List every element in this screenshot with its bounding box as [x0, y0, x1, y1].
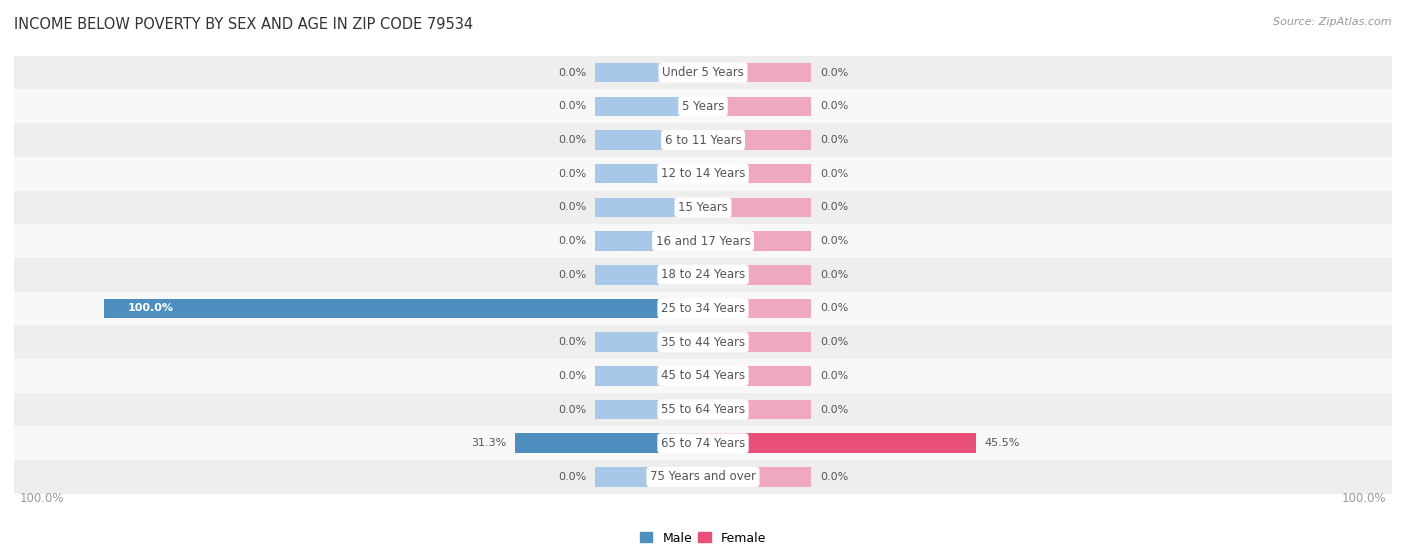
Bar	[14, 258, 1392, 292]
Bar	[703, 299, 811, 318]
Bar	[516, 434, 703, 453]
Text: 25 to 34 Years: 25 to 34 Years	[661, 302, 745, 315]
Bar	[595, 400, 703, 419]
Text: 15 Years: 15 Years	[678, 201, 728, 214]
Bar	[703, 63, 811, 83]
Text: INCOME BELOW POVERTY BY SEX AND AGE IN ZIP CODE 79534: INCOME BELOW POVERTY BY SEX AND AGE IN Z…	[14, 17, 474, 32]
Bar	[14, 56, 1392, 89]
Text: 100.0%: 100.0%	[128, 304, 174, 314]
Bar	[703, 164, 811, 184]
Bar	[703, 366, 811, 386]
Text: 12 to 14 Years: 12 to 14 Years	[661, 167, 745, 180]
Text: 0.0%: 0.0%	[558, 135, 586, 145]
Bar	[595, 232, 703, 251]
Text: 35 to 44 Years: 35 to 44 Years	[661, 336, 745, 349]
Text: 0.0%: 0.0%	[820, 135, 848, 145]
Text: 31.3%: 31.3%	[471, 438, 506, 448]
Bar	[14, 191, 1392, 224]
Bar	[703, 467, 811, 487]
Text: 0.0%: 0.0%	[820, 270, 848, 280]
Bar	[14, 224, 1392, 258]
Bar	[595, 198, 703, 217]
Text: 0.0%: 0.0%	[820, 169, 848, 179]
Text: 0.0%: 0.0%	[558, 371, 586, 381]
Text: 0.0%: 0.0%	[820, 472, 848, 482]
Bar	[14, 359, 1392, 393]
Text: 0.0%: 0.0%	[820, 304, 848, 314]
Bar	[703, 265, 811, 285]
Bar	[703, 198, 811, 217]
Bar	[595, 130, 703, 150]
Text: 0.0%: 0.0%	[558, 337, 586, 347]
Text: 0.0%: 0.0%	[820, 371, 848, 381]
Bar	[703, 400, 811, 419]
Bar	[14, 89, 1392, 123]
Bar	[703, 130, 811, 150]
Text: 0.0%: 0.0%	[558, 169, 586, 179]
Bar	[595, 333, 703, 352]
Text: 0.0%: 0.0%	[558, 203, 586, 213]
Text: 0.0%: 0.0%	[820, 68, 848, 78]
Bar	[104, 299, 703, 318]
Bar	[595, 97, 703, 116]
Text: 45 to 54 Years: 45 to 54 Years	[661, 369, 745, 382]
Text: 0.0%: 0.0%	[820, 203, 848, 213]
Text: 45.5%: 45.5%	[984, 438, 1019, 448]
Text: 0.0%: 0.0%	[558, 472, 586, 482]
Text: 16 and 17 Years: 16 and 17 Years	[655, 234, 751, 248]
Bar	[14, 460, 1392, 494]
Text: 0.0%: 0.0%	[558, 270, 586, 280]
Bar	[595, 164, 703, 184]
Text: 0.0%: 0.0%	[558, 236, 586, 246]
Bar	[703, 333, 811, 352]
Bar	[703, 232, 811, 251]
Text: 0.0%: 0.0%	[820, 236, 848, 246]
Text: 18 to 24 Years: 18 to 24 Years	[661, 268, 745, 281]
Bar	[703, 97, 811, 116]
Bar	[595, 467, 703, 487]
Text: 0.0%: 0.0%	[558, 405, 586, 415]
Text: Under 5 Years: Under 5 Years	[662, 66, 744, 79]
Text: 5 Years: 5 Years	[682, 100, 724, 113]
Text: 6 to 11 Years: 6 to 11 Years	[665, 133, 741, 147]
Bar	[595, 265, 703, 285]
Bar	[703, 434, 976, 453]
Text: 75 Years and over: 75 Years and over	[650, 470, 756, 483]
Bar	[14, 292, 1392, 325]
Text: 0.0%: 0.0%	[558, 68, 586, 78]
Text: 0.0%: 0.0%	[820, 102, 848, 112]
Text: 0.0%: 0.0%	[820, 405, 848, 415]
Bar	[595, 366, 703, 386]
Bar	[595, 63, 703, 83]
Text: 55 to 64 Years: 55 to 64 Years	[661, 403, 745, 416]
Legend: Male, Female: Male, Female	[636, 527, 770, 550]
Text: 0.0%: 0.0%	[820, 337, 848, 347]
Bar	[14, 325, 1392, 359]
Bar	[14, 393, 1392, 426]
Text: Source: ZipAtlas.com: Source: ZipAtlas.com	[1274, 17, 1392, 27]
Bar	[14, 426, 1392, 460]
Text: 100.0%: 100.0%	[20, 492, 65, 506]
Text: 0.0%: 0.0%	[558, 102, 586, 112]
Text: 100.0%: 100.0%	[1341, 492, 1386, 506]
Bar	[14, 157, 1392, 191]
Text: 65 to 74 Years: 65 to 74 Years	[661, 437, 745, 450]
Bar	[14, 123, 1392, 157]
